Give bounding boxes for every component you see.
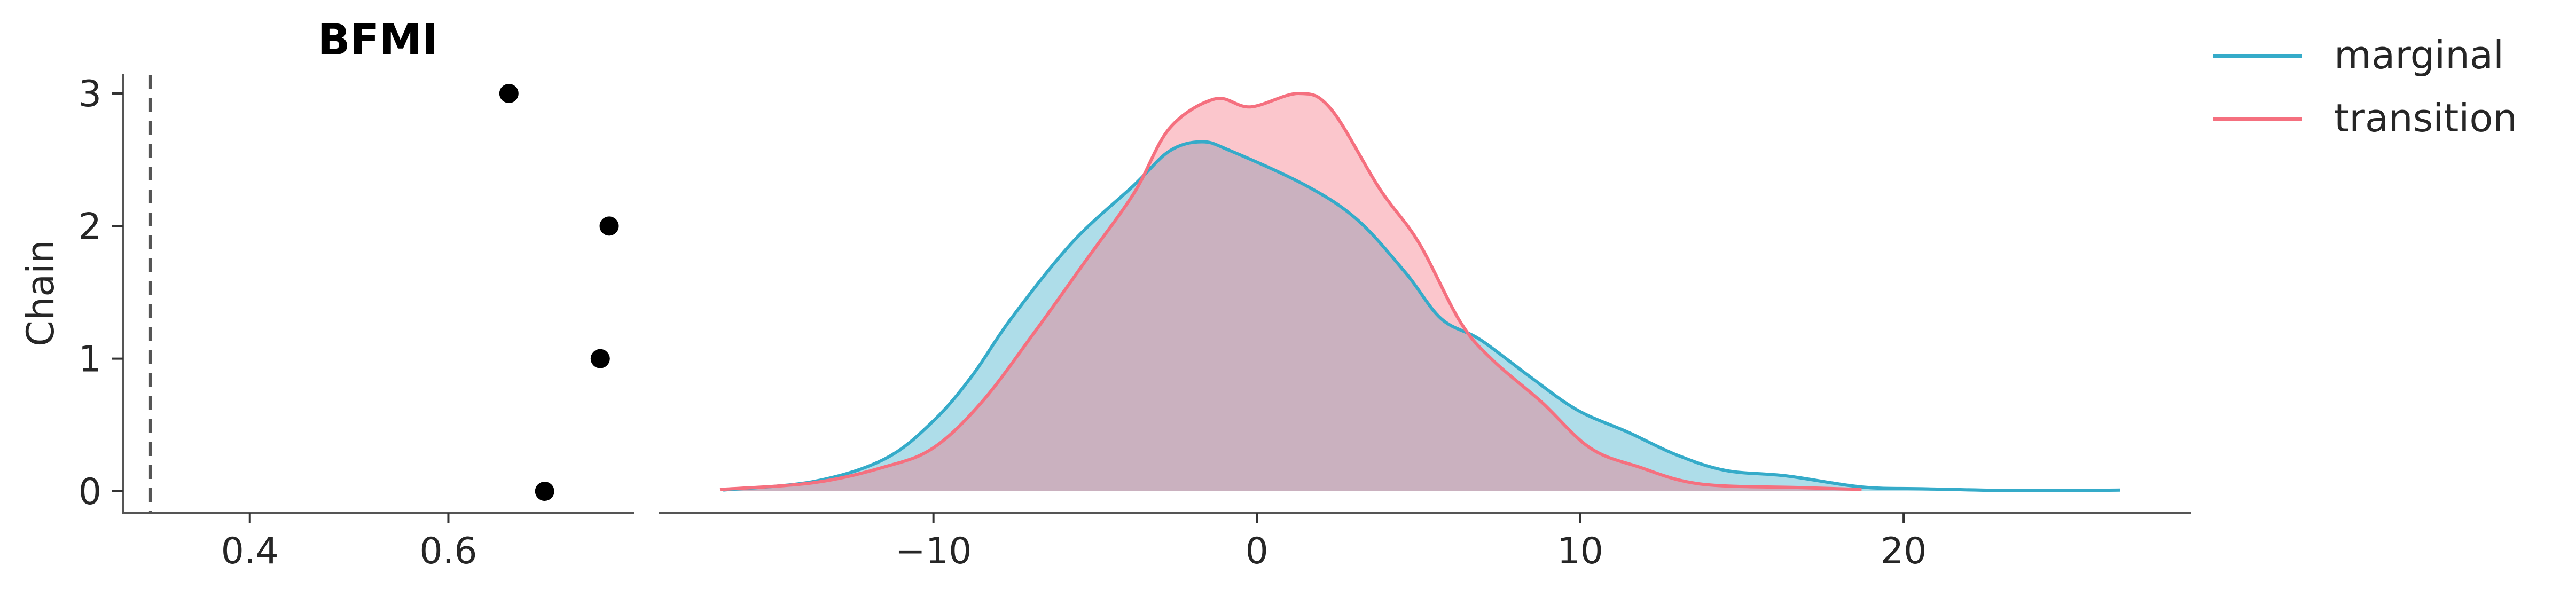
transition-density-fill [720,93,1862,492]
bfmi-point-chain-1 [590,349,610,368]
transition-density-line [719,91,1862,491]
y-tick-label: 2 [79,206,101,248]
x-tick-label: 0 [1246,530,1269,572]
density-panel: −10 0 10 20 [659,91,2191,572]
marginal-density-fill [723,142,2120,491]
y-tick-label: 3 [79,73,101,115]
y-tick-label: 0 [79,471,101,513]
y-tick-label: 1 [79,339,101,381]
legend-marginal-label: marginal [2334,33,2504,77]
bfmi-point-chain-0 [535,482,554,501]
marginal-density-line [723,140,2120,492]
x-tick-label: 0.4 [221,530,279,572]
x-tick-label: −10 [895,530,972,572]
x-tick-label: 20 [1881,530,1927,572]
legend-transition-label: transition [2334,96,2517,140]
x-tick-label: 0.6 [419,530,477,572]
bfmi-point-chain-3 [499,84,519,103]
bfmi-panel: BFMI Chain 0.4 0.6 0 1 2 3 [19,15,634,572]
bfmi-point-chain-2 [599,216,619,236]
bfmi-title: BFMI [318,15,438,65]
chain-axis-label: Chain [19,240,62,347]
legend: marginal transition [2213,33,2517,140]
x-tick-label: 10 [1557,530,1603,572]
